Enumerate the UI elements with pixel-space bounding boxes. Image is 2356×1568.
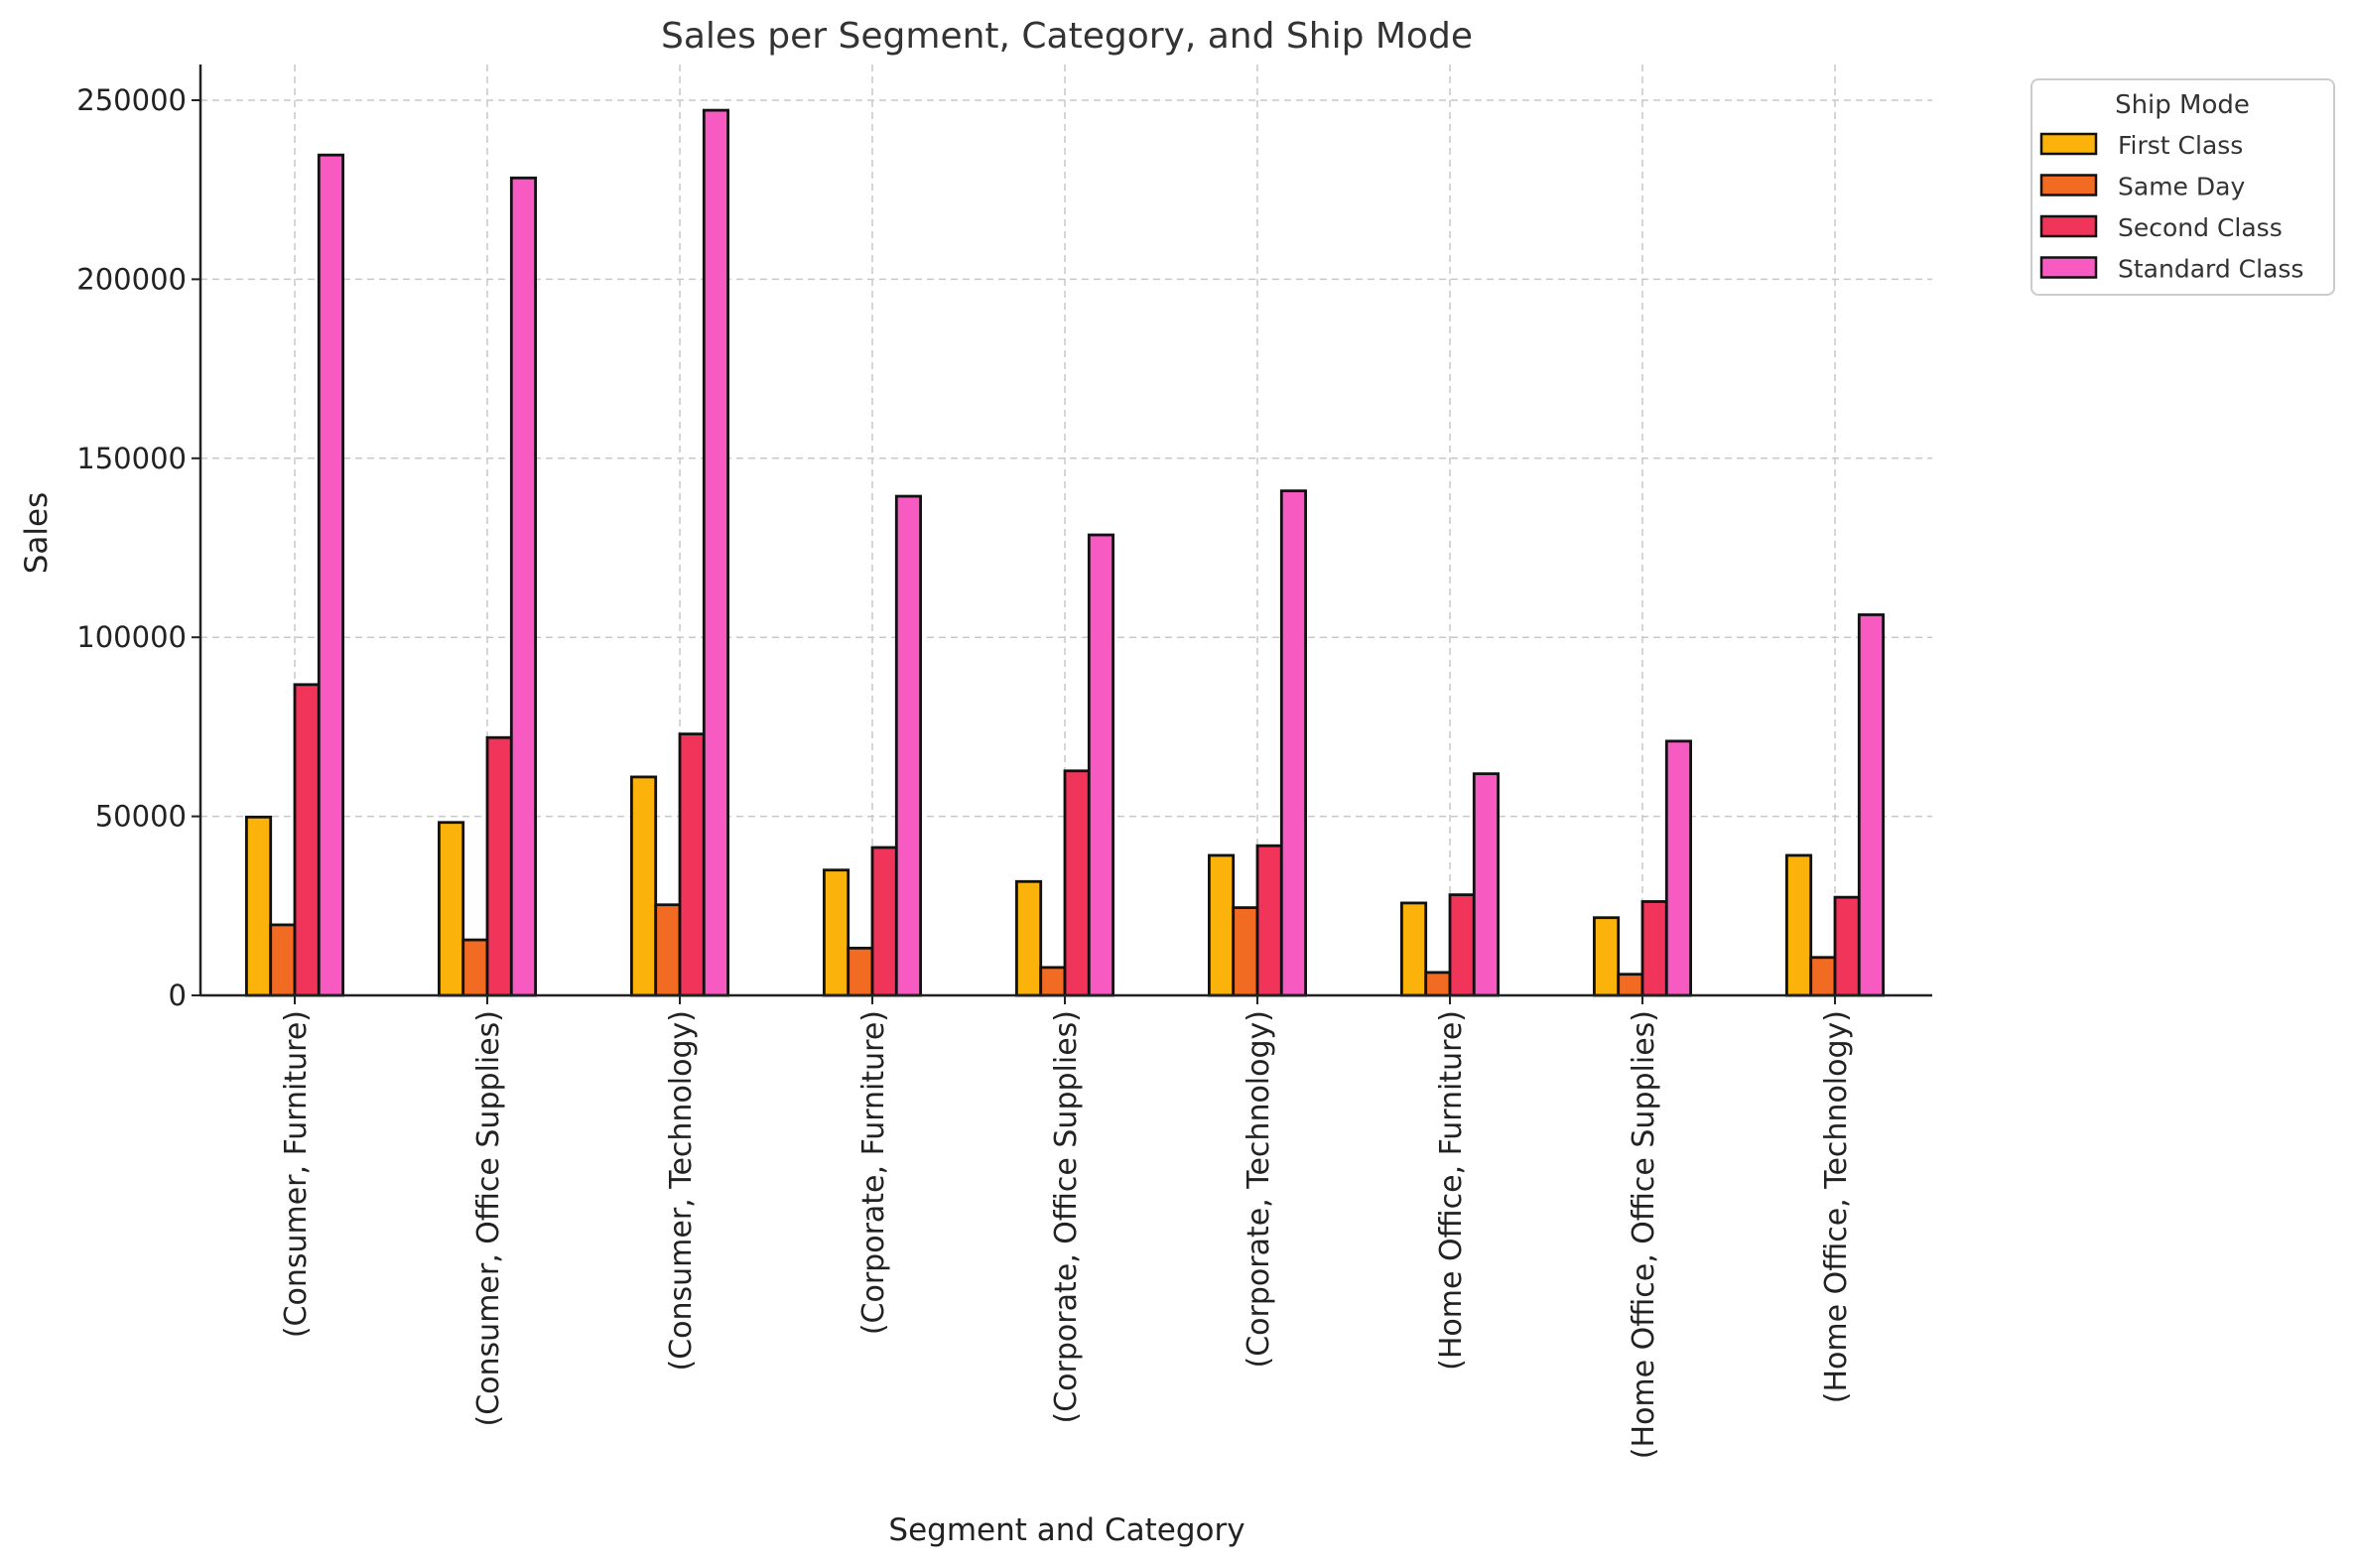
bar-same-day-corporate-technology <box>1232 906 1259 997</box>
legend-title: Ship Mode <box>2115 90 2250 120</box>
bar-same-day-consumer-technology <box>654 903 682 997</box>
bar-first-class-home-office-office-supplies <box>1593 916 1621 997</box>
bar-second-class-corporate-technology <box>1255 844 1283 997</box>
bar-standard-class-home-office-furniture <box>1472 772 1501 997</box>
legend-swatch-second-class <box>2039 214 2098 238</box>
bar-same-day-corporate-office-supplies <box>1039 966 1067 997</box>
x-tick-label-home-office-technology: (Home Office, Technology) <box>1819 1010 1854 1403</box>
bar-same-day-consumer-furniture <box>269 923 297 997</box>
bar-standard-class-consumer-furniture <box>317 153 344 997</box>
bar-same-day-consumer-office-supplies <box>461 938 489 997</box>
y-tick-label: 250000 <box>76 83 187 117</box>
bar-second-class-consumer-technology <box>678 732 706 997</box>
bar-second-class-home-office-office-supplies <box>1640 900 1668 997</box>
legend-swatch-first-class <box>2039 132 2098 156</box>
y-tick-label: 0 <box>169 979 187 1012</box>
bar-standard-class-consumer-technology <box>702 108 729 997</box>
x-tick-label-consumer-office-supplies: (Consumer, Office Supplies) <box>471 1010 506 1426</box>
legend-label-second-class: Second Class <box>2118 213 2283 242</box>
bar-second-class-consumer-furniture <box>293 683 321 997</box>
legend-label-standard-class: Standard Class <box>2118 255 2303 284</box>
x-tick-label-consumer-furniture: (Consumer, Furniture) <box>279 1010 314 1338</box>
bar-first-class-home-office-technology <box>1785 853 1813 997</box>
y-tick-label: 200000 <box>76 262 187 296</box>
bar-first-class-consumer-technology <box>630 775 658 997</box>
x-tick-label-consumer-technology: (Consumer, Technology) <box>664 1010 699 1372</box>
bar-second-class-consumer-office-supplies <box>485 735 513 997</box>
bar-same-day-home-office-furniture <box>1424 971 1452 997</box>
legend-swatch-standard-class <box>2039 256 2098 279</box>
x-tick-label-corporate-office-supplies: (Corporate, Office Supplies) <box>1049 1010 1084 1423</box>
bar-second-class-home-office-furniture <box>1448 893 1476 997</box>
bar-standard-class-home-office-office-supplies <box>1664 739 1693 997</box>
bar-first-class-consumer-office-supplies <box>437 821 465 997</box>
bar-first-class-corporate-furniture <box>823 868 851 997</box>
y-tick-label: 50000 <box>95 800 187 834</box>
legend-frame <box>2030 78 2335 296</box>
bar-second-class-corporate-office-supplies <box>1063 769 1091 997</box>
legend-label-first-class: First Class <box>2118 131 2243 160</box>
bar-second-class-home-office-technology <box>1833 895 1861 997</box>
legend-swatch-same-day <box>2039 174 2098 196</box>
bar-standard-class-home-office-technology <box>1857 613 1886 997</box>
bar-first-class-home-office-furniture <box>1400 901 1428 997</box>
y-tick-label: 100000 <box>76 620 187 654</box>
legend-label-same-day: Same Day <box>2118 173 2245 201</box>
bar-standard-class-corporate-office-supplies <box>1087 533 1115 997</box>
x-tick-labels: (Consumer, Furniture) (Consumer, Office S… <box>279 995 1854 1459</box>
bar-second-class-corporate-furniture <box>870 846 898 997</box>
bar-first-class-corporate-office-supplies <box>1015 879 1043 997</box>
x-tick-label-corporate-technology: (Corporate, Technology) <box>1242 1010 1276 1369</box>
legend-items: First Class Same Day Second Class Standard … <box>2039 131 2303 284</box>
bar-standard-class-corporate-furniture <box>894 494 922 997</box>
x-axis-label: Segment and Category <box>888 1512 1244 1548</box>
bar-same-day-home-office-technology <box>1809 956 1837 997</box>
bar-standard-class-consumer-office-supplies <box>509 176 537 997</box>
bars <box>244 108 1886 997</box>
y-tick-labels: 0 50000 100000 150000 200000 250000 <box>76 83 200 1012</box>
x-tick-label-corporate-furniture: (Corporate, Furniture) <box>856 1010 891 1335</box>
bar-first-class-consumer-furniture <box>244 815 273 997</box>
chart-title: Sales per Segment, Category, and Ship Mo… <box>661 16 1473 57</box>
bar-same-day-home-office-office-supplies <box>1617 973 1644 997</box>
axes <box>198 65 1932 997</box>
y-tick-label: 150000 <box>76 442 187 475</box>
bar-first-class-corporate-technology <box>1208 853 1236 997</box>
y-axis-label: Sales <box>19 492 55 575</box>
x-tick-label-home-office-furniture: (Home Office, Furniture) <box>1434 1010 1469 1371</box>
bar-standard-class-corporate-technology <box>1279 489 1308 997</box>
legend: Ship Mode First Class Same Day Second Clas… <box>2030 78 2335 296</box>
bar-same-day-corporate-furniture <box>847 946 874 997</box>
x-tick-label-home-office-office-supplies: (Home Office, Office Supplies) <box>1627 1010 1661 1459</box>
